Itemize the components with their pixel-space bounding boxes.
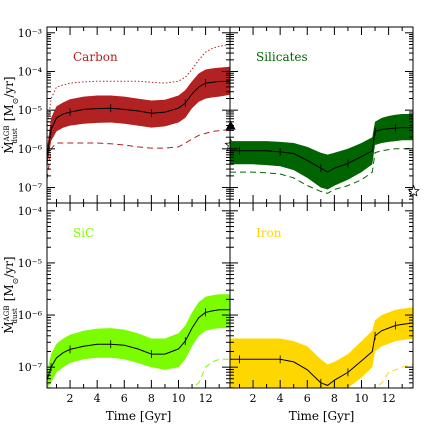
- panel-silicates: Silicates: [229, 26, 420, 204]
- y-tick-label: 10⁻⁵: [18, 257, 42, 270]
- panel-frame: [229, 202, 414, 389]
- lower-dashed-line: [47, 358, 230, 388]
- y-tick-label: 10⁻³: [18, 27, 42, 40]
- x-tick-label: 12: [199, 392, 213, 405]
- x-tick-label: 4: [94, 392, 101, 405]
- ylabel-unit-end: /yr]: [2, 256, 16, 277]
- ylabel-unit-sub: ⊙: [11, 278, 20, 285]
- uncertainty-band: [47, 66, 230, 169]
- median-line: [47, 309, 230, 381]
- panel-title: Silicates: [256, 50, 308, 64]
- ylabel-sub: dust: [11, 308, 19, 324]
- median-line: [230, 127, 413, 173]
- y-tick-label: 10⁻⁷: [18, 182, 43, 195]
- uncertainty-band: [47, 294, 230, 388]
- y-tick-label: 10⁻⁷: [18, 361, 43, 374]
- ylabel-sup: AGB: [3, 306, 11, 323]
- median-line: [47, 80, 230, 157]
- x-axis-title: Time [Gyr]: [106, 409, 172, 423]
- panel-title: Iron: [256, 226, 282, 240]
- panel-carbon: 10⁻⁷ 10⁻⁶ 10⁻⁵ 10⁻⁴ 10⁻³ Carbon: [18, 26, 237, 204]
- y-tick-label: 10⁻⁶: [18, 143, 43, 156]
- y-tick-label: 10⁻⁴: [18, 65, 43, 78]
- panel-title: Carbon: [73, 50, 118, 64]
- plot-area: [230, 307, 413, 388]
- ylabel-main: Ṁ: [1, 141, 16, 153]
- plot-area: [47, 43, 230, 180]
- x-tick-label: 6: [304, 392, 311, 405]
- uncertainty-band: [230, 114, 413, 190]
- x-tick-label: 2: [67, 392, 74, 405]
- x-axis-title: Time [Gyr]: [289, 409, 355, 423]
- x-tick-label: 8: [148, 392, 155, 405]
- lower-dashed-line: [47, 129, 230, 180]
- plot-area: [47, 294, 230, 388]
- plot-area: [230, 114, 413, 194]
- ylabel-unit: [M: [2, 284, 16, 305]
- star-marker: [407, 184, 420, 197]
- x-tick-label: 12: [382, 392, 396, 405]
- panel-iron: 2 4 6 8 10 12 Time [Gyr] Iron: [229, 202, 414, 423]
- lower-dashed-line: [230, 147, 413, 194]
- uncertainty-band: [230, 307, 413, 388]
- y-tick-label: 10⁻⁶: [18, 309, 43, 322]
- x-tick-label: 2: [250, 392, 257, 405]
- x-tick-label: 8: [331, 392, 338, 405]
- lower-dashed-line: [230, 364, 413, 388]
- ylabel-unit-sub: ⊙: [11, 98, 20, 105]
- x-tick-label: 10: [354, 392, 368, 405]
- ylabel-sup: AGB: [3, 126, 11, 143]
- panel-title: SiC: [73, 226, 94, 240]
- panel-sic: 10⁻⁷ 10⁻⁶ 10⁻⁵ 10⁻⁴ 2 4 6 8 10 12 Time [Gyr] SiC: [18, 202, 231, 423]
- x-tick-label: 10: [171, 392, 185, 405]
- x-tick-label: 4: [277, 392, 284, 405]
- y-axis-title-bottom: ṀAGBdust [M⊙/yr]: [1, 256, 20, 333]
- ylabel-unit-end: /yr]: [2, 76, 16, 97]
- x-tick-label: 6: [121, 392, 128, 405]
- ylabel-sub: dust: [11, 128, 19, 144]
- ylabel-unit: [M: [2, 104, 16, 125]
- ylabel-main: Ṁ: [1, 321, 16, 333]
- y-tick-label: 10⁻⁵: [18, 104, 42, 117]
- y-axis-title-top: ṀAGBdust [M⊙/yr]: [1, 76, 20, 153]
- y-tick-label: 10⁻⁴: [18, 205, 43, 218]
